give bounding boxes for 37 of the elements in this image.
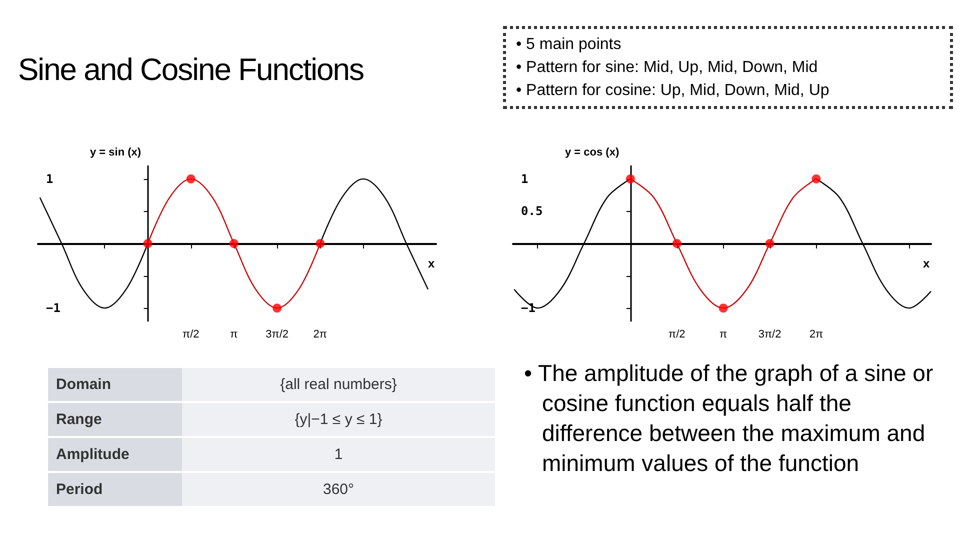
- x-tick-label: 3π/2: [758, 328, 782, 340]
- x-tick-label: 3π/2: [266, 328, 289, 340]
- point: [812, 174, 821, 184]
- point: [272, 304, 282, 313]
- text: • Pattern for sine: Mid, Up, Mid, Down, Mid: [516, 58, 819, 78]
- x-tick-label: π: [720, 328, 728, 340]
- y-tick-label: 0.5: [521, 204, 543, 218]
- x-tick-label: 2π: [809, 328, 824, 340]
- chart-title: y = cos (x): [565, 146, 620, 158]
- text: 360°: [182, 472, 495, 507]
- x-tick-label: 2π: [313, 328, 328, 340]
- point: [718, 304, 728, 313]
- text: 1: [182, 437, 495, 472]
- text: Range: [48, 402, 182, 437]
- x-tick-label: π: [230, 328, 238, 340]
- text: • Pattern for cosine: Up, Mid, Down, Mid, Up: [516, 81, 830, 101]
- point: [186, 174, 196, 184]
- x-axis-title: x: [923, 256, 930, 270]
- point: [765, 239, 774, 248]
- text: {all real numbers}: [182, 368, 495, 402]
- y-tick-label: −1: [46, 301, 60, 316]
- text: • The amplitude of the graph of a sine or cosine function equals half the difference between the maximum and minimum values of the function: [524, 359, 934, 478]
- chart-title: y = sin (x): [90, 146, 142, 158]
- point: [626, 174, 635, 184]
- x-tick-label: π/2: [668, 328, 686, 340]
- text: {y|−1 ≤ y ≤ 1}: [182, 402, 495, 437]
- x-axis-title: x: [428, 256, 435, 270]
- point: [143, 239, 152, 248]
- point: [672, 239, 682, 248]
- point: [229, 239, 238, 248]
- text: Domain: [48, 368, 182, 402]
- text: • 5 main points: [516, 35, 622, 55]
- text: Sine and Cosine Functions: [18, 52, 364, 88]
- y-tick-label: 1: [521, 172, 528, 186]
- text: Period: [48, 472, 182, 507]
- text: Amplitude: [48, 437, 182, 472]
- x-tick-label: π/2: [182, 328, 200, 340]
